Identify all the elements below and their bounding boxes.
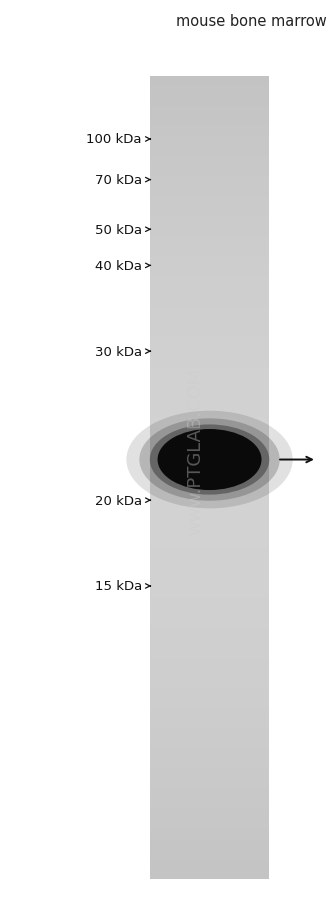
Text: mouse bone marrow: mouse bone marrow xyxy=(176,14,327,29)
Bar xyxy=(150,538,269,548)
Bar xyxy=(150,408,269,418)
Bar xyxy=(150,829,269,839)
Bar xyxy=(150,358,269,368)
Bar xyxy=(150,478,269,488)
Text: 50 kDa: 50 kDa xyxy=(95,224,142,236)
Bar xyxy=(150,548,269,558)
Bar xyxy=(150,97,269,106)
Bar xyxy=(150,278,269,288)
Bar xyxy=(150,318,269,327)
Ellipse shape xyxy=(150,425,269,495)
Bar xyxy=(150,458,269,468)
Bar xyxy=(150,739,269,749)
Text: 70 kDa: 70 kDa xyxy=(95,174,142,187)
Bar xyxy=(150,619,269,629)
Bar xyxy=(150,177,269,187)
Bar xyxy=(150,518,269,529)
Bar xyxy=(150,257,269,267)
Bar xyxy=(150,599,269,609)
Bar xyxy=(150,850,269,860)
Bar xyxy=(150,749,269,759)
Bar xyxy=(150,689,269,699)
Bar xyxy=(150,337,269,347)
Bar xyxy=(150,428,269,438)
Ellipse shape xyxy=(158,429,262,491)
Bar xyxy=(150,378,269,388)
Bar xyxy=(150,157,269,167)
Ellipse shape xyxy=(126,411,293,509)
Bar xyxy=(150,468,269,478)
Bar xyxy=(150,106,269,116)
Bar xyxy=(150,147,269,157)
Bar xyxy=(150,870,269,879)
Text: 15 kDa: 15 kDa xyxy=(95,580,142,593)
Bar xyxy=(150,207,269,217)
Bar xyxy=(150,237,269,247)
Text: www.PTGLAB.COM: www.PTGLAB.COM xyxy=(186,367,204,535)
Bar xyxy=(150,418,269,428)
Bar xyxy=(150,678,269,689)
Bar xyxy=(150,308,269,318)
Bar xyxy=(150,588,269,598)
Bar xyxy=(150,167,269,177)
Bar xyxy=(150,759,269,769)
Bar xyxy=(150,629,269,639)
Bar xyxy=(150,699,269,709)
Bar xyxy=(150,508,269,518)
Bar xyxy=(150,789,269,799)
Bar xyxy=(150,809,269,819)
Bar xyxy=(150,719,269,729)
Bar xyxy=(150,799,269,809)
Bar xyxy=(150,779,269,789)
Bar xyxy=(150,709,269,719)
Bar xyxy=(150,137,269,147)
Bar xyxy=(150,247,269,257)
Bar xyxy=(150,327,269,337)
Text: 40 kDa: 40 kDa xyxy=(95,260,142,272)
Bar xyxy=(150,187,269,198)
Bar xyxy=(150,77,269,879)
Bar xyxy=(150,77,269,87)
Bar xyxy=(150,298,269,308)
Bar xyxy=(150,398,269,408)
Bar xyxy=(150,197,269,207)
Bar xyxy=(150,668,269,678)
Bar xyxy=(150,267,269,278)
Bar xyxy=(150,729,269,739)
Bar xyxy=(150,488,269,498)
Bar xyxy=(150,609,269,619)
Bar xyxy=(150,116,269,127)
Bar xyxy=(150,839,269,850)
Bar xyxy=(150,819,269,829)
Bar xyxy=(150,347,269,357)
Bar xyxy=(150,438,269,448)
Bar xyxy=(150,658,269,668)
Bar xyxy=(150,87,269,97)
Bar xyxy=(150,568,269,578)
Bar xyxy=(150,649,269,658)
Bar xyxy=(150,227,269,237)
Text: 30 kDa: 30 kDa xyxy=(95,345,142,358)
Text: 100 kDa: 100 kDa xyxy=(86,133,142,146)
Bar xyxy=(150,860,269,870)
Bar xyxy=(150,769,269,779)
Bar xyxy=(150,127,269,137)
Bar xyxy=(150,288,269,298)
Ellipse shape xyxy=(139,419,280,502)
Bar xyxy=(150,368,269,378)
Bar xyxy=(150,639,269,649)
Bar xyxy=(150,529,269,538)
Bar xyxy=(150,217,269,227)
Bar xyxy=(150,388,269,398)
Bar xyxy=(150,498,269,508)
Bar xyxy=(150,448,269,458)
Text: 20 kDa: 20 kDa xyxy=(95,494,142,507)
Bar xyxy=(150,558,269,568)
Bar xyxy=(150,578,269,588)
